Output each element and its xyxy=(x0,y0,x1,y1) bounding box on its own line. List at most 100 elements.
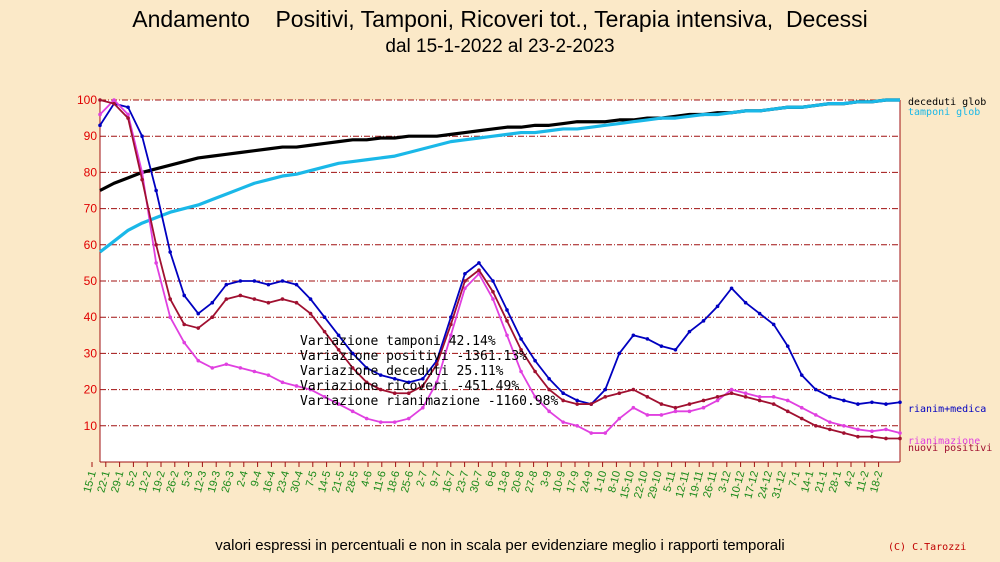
data-point xyxy=(168,250,172,254)
data-point xyxy=(617,416,622,421)
x-tick-label: 26-2 xyxy=(164,470,181,494)
data-point xyxy=(519,369,523,374)
data-point xyxy=(519,347,523,352)
x-tick-label: 4-2 xyxy=(842,470,858,488)
x-tick-label: 25-6 xyxy=(399,470,416,494)
data-point xyxy=(238,366,243,370)
data-point xyxy=(126,105,130,110)
x-tick-label: 5-3 xyxy=(180,470,196,488)
data-point xyxy=(322,395,327,399)
data-point xyxy=(561,420,565,424)
x-tick-label: 15-1 xyxy=(82,470,99,494)
series-line xyxy=(99,98,900,254)
data-point xyxy=(533,358,537,363)
legend-label: nuovi positivi xyxy=(908,443,992,454)
data-point xyxy=(575,402,579,406)
x-tick-label: 22-1 xyxy=(95,470,112,494)
data-point xyxy=(98,123,102,128)
data-point xyxy=(673,405,678,410)
data-point xyxy=(687,329,692,334)
data-point xyxy=(182,340,187,345)
data-point xyxy=(406,416,411,421)
chart-title: Andamento Positivi, Tamponi, Ricoveri to… xyxy=(132,6,868,32)
x-tick-label: 6-8 xyxy=(483,470,499,488)
data-point xyxy=(182,322,187,327)
data-point xyxy=(378,373,383,377)
data-point xyxy=(828,427,832,432)
annotations: Variazione tamponi 42.14%Variazione posi… xyxy=(300,334,558,409)
data-point xyxy=(813,387,818,392)
data-point xyxy=(870,434,874,439)
data-point xyxy=(771,402,776,406)
x-tick-label: 14-5 xyxy=(316,470,333,494)
data-point xyxy=(771,322,776,327)
y-tick-label: 10 xyxy=(84,419,98,433)
x-tick-label: 8-10 xyxy=(606,470,623,494)
data-point xyxy=(378,387,383,392)
data-point xyxy=(364,416,369,421)
variation-annotation: Variazione rianimazione -1160.98% xyxy=(300,394,558,409)
data-point xyxy=(463,271,467,276)
x-tick-label: 24-9 xyxy=(578,470,595,494)
x-tick-label: 26-3 xyxy=(220,470,237,494)
data-point xyxy=(477,268,481,272)
data-point xyxy=(856,434,860,439)
data-point xyxy=(196,358,201,363)
data-point xyxy=(771,395,776,399)
data-point xyxy=(421,405,425,410)
data-point xyxy=(701,405,706,410)
variation-annotation: Variazione deceduti 25.11% xyxy=(300,364,504,379)
x-tick-label: 13-8 xyxy=(496,470,513,494)
data-point xyxy=(645,395,650,399)
data-point xyxy=(238,293,243,298)
data-point xyxy=(392,420,397,424)
data-point xyxy=(589,402,594,406)
y-tick-label: 100 xyxy=(77,93,97,107)
data-point xyxy=(322,315,327,320)
data-point xyxy=(813,424,818,428)
x-tick-label: 23-7 xyxy=(454,470,471,494)
x-tick-label: 9-4 xyxy=(249,470,265,488)
data-point xyxy=(280,297,285,301)
data-point xyxy=(350,366,355,370)
x-tick-label: 2-7 xyxy=(414,470,430,488)
data-point xyxy=(252,369,257,374)
x-tick-label: 30-4 xyxy=(289,470,306,494)
data-point xyxy=(547,387,551,392)
x-tick-label: 17-9 xyxy=(565,470,582,494)
data-point xyxy=(757,311,762,316)
x-tick-label: 10-9 xyxy=(551,470,568,494)
series-tamponi-glob xyxy=(99,98,900,254)
data-point xyxy=(687,402,692,406)
data-point xyxy=(364,366,369,370)
x-tick-label: 29-1 xyxy=(109,470,126,494)
data-point xyxy=(449,322,453,327)
x-tick-label: 30-7 xyxy=(468,470,485,494)
data-point xyxy=(392,376,397,381)
data-point xyxy=(659,402,664,406)
y-tick-labels: 10 20 30 40 50 60 70 80 90 100 xyxy=(77,93,97,433)
data-point xyxy=(421,376,425,381)
variation-annotation: Variazione tamponi 42.14% xyxy=(300,334,496,349)
data-point xyxy=(266,373,271,377)
data-point xyxy=(898,431,902,435)
data-point xyxy=(898,436,902,441)
data-point xyxy=(729,387,734,392)
data-point xyxy=(505,333,509,338)
data-point xyxy=(757,395,762,399)
data-point xyxy=(154,261,158,265)
x-tick-label: 28-5 xyxy=(344,470,361,494)
data-point xyxy=(406,380,411,385)
x-tick-label: 5-2 xyxy=(125,470,141,488)
data-point xyxy=(126,112,130,117)
x-tick-label: 11-2 xyxy=(855,470,872,494)
data-point xyxy=(743,391,748,396)
data-point xyxy=(743,300,748,305)
data-point xyxy=(842,424,846,428)
data-point xyxy=(757,398,762,403)
series-rianim-medica xyxy=(98,101,902,406)
data-point xyxy=(210,315,215,320)
x-tick-label: 2-4 xyxy=(235,470,251,488)
